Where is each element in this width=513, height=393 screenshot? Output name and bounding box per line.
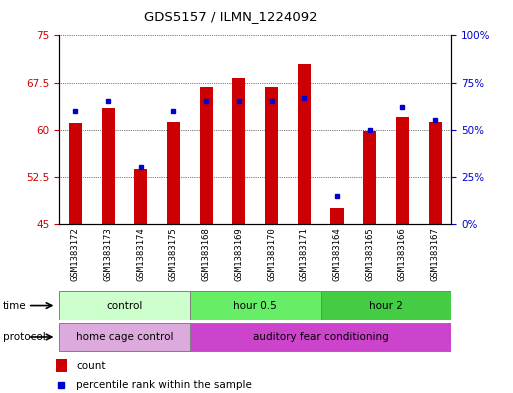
Text: GSM1383168: GSM1383168 <box>202 227 211 281</box>
Bar <box>200 87 213 224</box>
Text: GSM1383164: GSM1383164 <box>332 227 342 281</box>
FancyBboxPatch shape <box>59 323 190 351</box>
Text: time: time <box>3 301 26 310</box>
Text: percentile rank within the sample: percentile rank within the sample <box>76 380 252 390</box>
Bar <box>102 108 114 224</box>
Bar <box>56 359 67 373</box>
Text: GSM1383172: GSM1383172 <box>71 227 80 281</box>
Bar <box>265 87 278 224</box>
Text: hour 0.5: hour 0.5 <box>233 301 277 310</box>
FancyBboxPatch shape <box>59 292 190 320</box>
Text: GSM1383174: GSM1383174 <box>136 227 145 281</box>
Text: auditory fear conditioning: auditory fear conditioning <box>253 332 388 342</box>
Bar <box>167 122 180 224</box>
Text: GSM1383165: GSM1383165 <box>365 227 374 281</box>
Text: GSM1383166: GSM1383166 <box>398 227 407 281</box>
Bar <box>363 131 376 224</box>
Text: GSM1383173: GSM1383173 <box>104 227 112 281</box>
Bar <box>134 169 147 224</box>
Text: GSM1383175: GSM1383175 <box>169 227 178 281</box>
Text: count: count <box>76 361 106 371</box>
Text: control: control <box>106 301 143 310</box>
FancyBboxPatch shape <box>190 323 451 351</box>
Bar <box>232 78 245 224</box>
Text: protocol: protocol <box>3 332 45 342</box>
Bar <box>428 122 442 224</box>
Text: GSM1383167: GSM1383167 <box>430 227 440 281</box>
Text: home cage control: home cage control <box>75 332 173 342</box>
Text: hour 2: hour 2 <box>369 301 403 310</box>
Bar <box>69 123 82 224</box>
Bar <box>330 208 344 224</box>
Text: GSM1383171: GSM1383171 <box>300 227 309 281</box>
Bar <box>298 64 311 224</box>
Text: GSM1383169: GSM1383169 <box>234 227 243 281</box>
Bar <box>396 117 409 224</box>
Text: GSM1383170: GSM1383170 <box>267 227 276 281</box>
FancyBboxPatch shape <box>321 292 451 320</box>
FancyBboxPatch shape <box>190 292 321 320</box>
Text: GDS5157 / ILMN_1224092: GDS5157 / ILMN_1224092 <box>144 10 318 23</box>
